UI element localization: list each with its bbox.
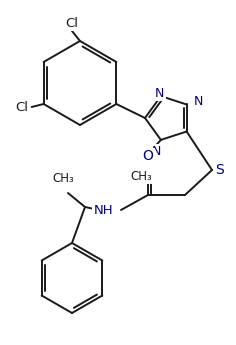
Text: CH₃: CH₃ — [52, 172, 74, 185]
Text: N: N — [152, 145, 162, 158]
Text: Cl: Cl — [15, 100, 28, 114]
Text: CH₃: CH₃ — [130, 170, 152, 183]
Text: N: N — [194, 95, 203, 108]
Text: NH: NH — [93, 204, 113, 217]
Text: O: O — [143, 149, 153, 163]
Text: S: S — [215, 163, 224, 177]
Text: Cl: Cl — [66, 17, 79, 30]
Text: N: N — [155, 87, 164, 100]
